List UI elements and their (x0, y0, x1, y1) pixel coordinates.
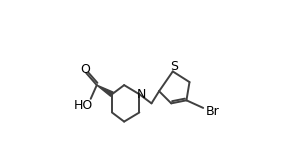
Text: O: O (80, 63, 90, 76)
Polygon shape (97, 85, 113, 96)
Text: S: S (170, 60, 178, 73)
Text: N: N (137, 88, 146, 102)
Text: HO: HO (74, 99, 94, 112)
Text: Br: Br (205, 105, 219, 118)
